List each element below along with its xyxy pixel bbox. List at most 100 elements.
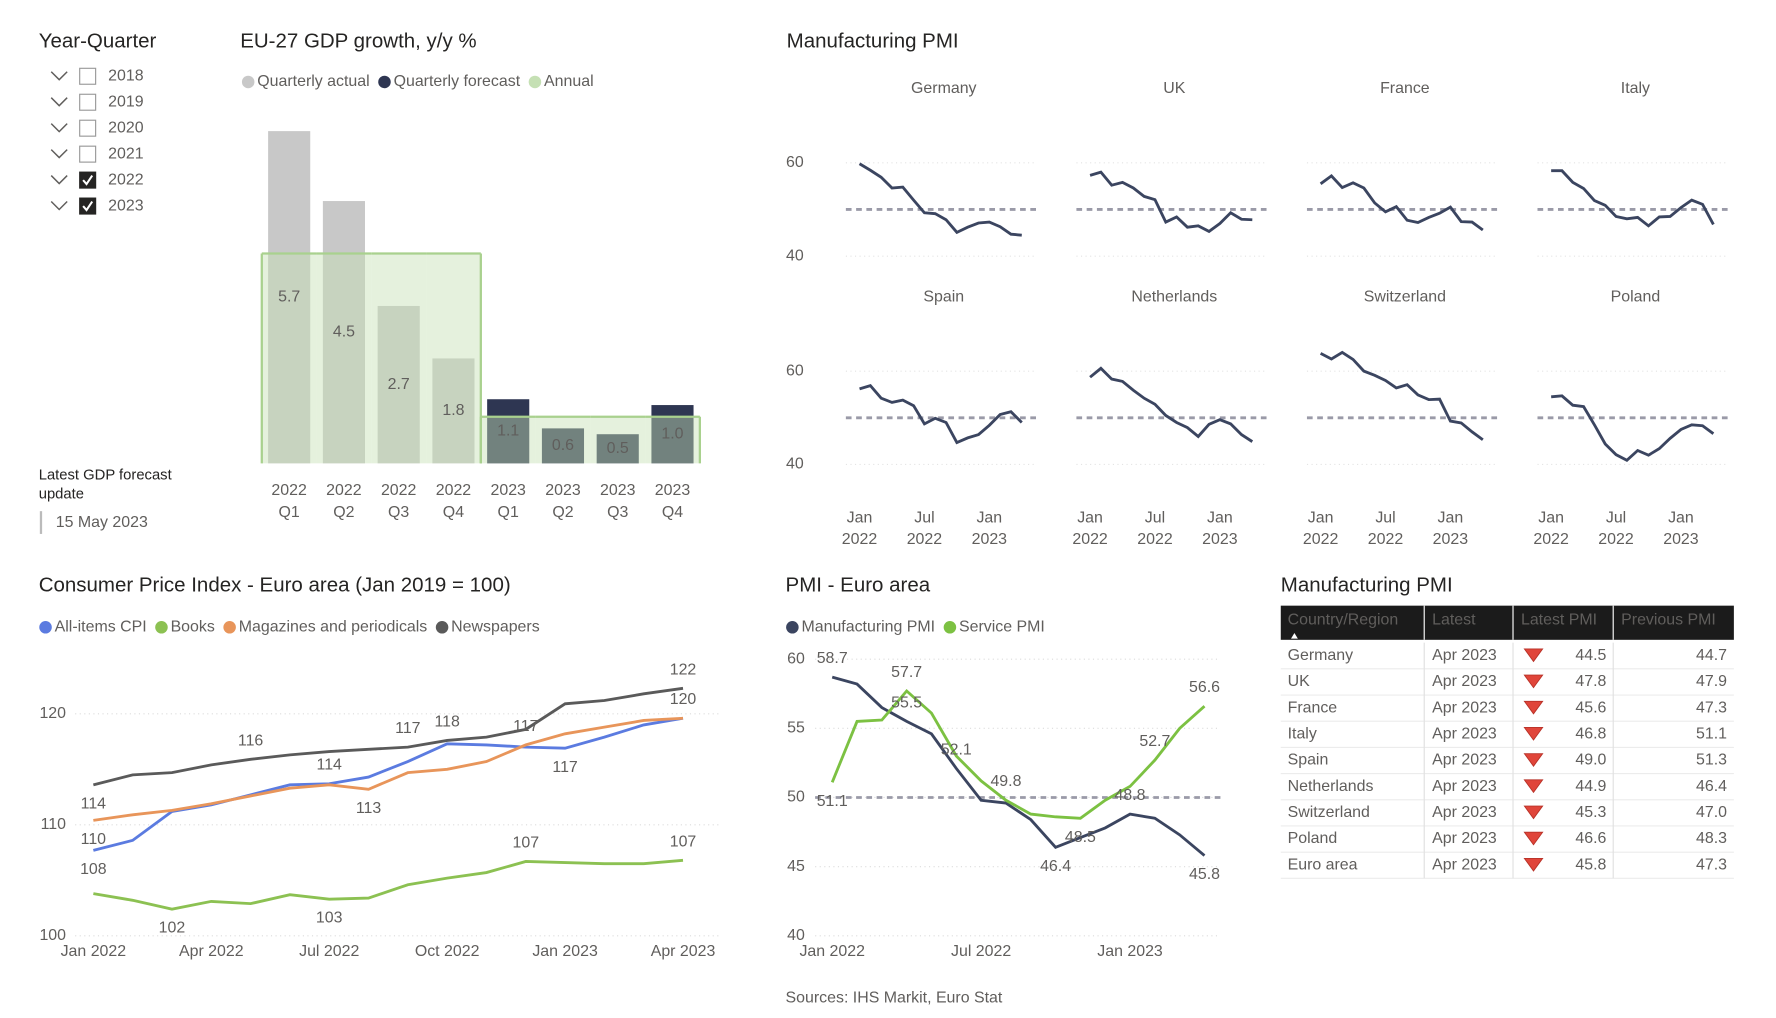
bar — [377, 305, 420, 464]
chart-title: Manufacturing PMI — [787, 30, 959, 53]
data-label: 56.6 — [1189, 679, 1220, 696]
x-tick-label: 2022 Q2 — [326, 480, 362, 521]
cell: Netherlands — [1288, 778, 1374, 795]
legend-swatch — [39, 621, 52, 634]
x-tick-label: 2023 Q4 — [654, 480, 691, 521]
pmi-line — [1319, 350, 1484, 441]
chart-title: EU-27 GDP growth, y/y % — [240, 30, 476, 53]
x-tick-label: 2022 Q3 — [380, 480, 417, 521]
data-label: 118 — [434, 713, 460, 730]
y-tick-label: 60 — [787, 650, 805, 667]
x-tick-label: Jan 2023 — [1202, 507, 1238, 548]
data-label: 5.7 — [278, 288, 300, 305]
data-label: 46.4 — [1040, 858, 1071, 875]
cell: Apr 2023 — [1432, 830, 1497, 847]
down-indicator — [1523, 727, 1544, 741]
x-tick-label: Jan 2022 — [799, 943, 865, 960]
chevron — [50, 71, 68, 81]
slicer-item[interactable]: 2022 — [50, 171, 144, 189]
down-indicator — [1523, 674, 1544, 689]
down-indicator — [1523, 857, 1544, 872]
x-tick-label: Jan 2022 — [1533, 507, 1569, 548]
slicer-label: 2019 — [108, 93, 144, 110]
chevron — [50, 149, 68, 159]
legend-label: Manufacturing PMI — [801, 618, 935, 635]
x-tick-label: Jul 2022 — [1598, 507, 1634, 548]
pmi-line — [1089, 366, 1254, 443]
annual-bar — [480, 416, 536, 464]
slicer-item[interactable]: 2021 — [50, 145, 144, 163]
cell: Germany — [1288, 647, 1354, 664]
cell: 44.7 — [1696, 647, 1727, 664]
x-tick-label: Jan 2023 — [1097, 943, 1163, 960]
down-indicator — [1523, 779, 1544, 794]
slicer-label: 2021 — [108, 145, 144, 162]
slicer-item[interactable]: 2023 — [50, 197, 144, 215]
x-tick-label: 2022 Q4 — [435, 480, 472, 521]
bar — [432, 358, 475, 464]
legend-swatch — [155, 621, 168, 634]
series-line — [93, 716, 684, 852]
cell: Apr 2023 — [1432, 856, 1497, 873]
bar — [322, 201, 365, 464]
data-label: 108 — [80, 861, 107, 878]
data-label: 114 — [317, 757, 343, 774]
pmi-line — [858, 162, 1022, 237]
y-tick-label: 50 — [787, 789, 805, 806]
data-label: 117 — [513, 718, 539, 735]
legend-label: All-items CPI — [55, 618, 147, 635]
cell: Apr 2023 — [1432, 752, 1497, 769]
y-tick-label: 45 — [787, 858, 805, 875]
annual-bar — [645, 416, 700, 464]
legend-swatch — [528, 75, 542, 89]
data-label: 4.5 — [333, 323, 355, 340]
data-label: 52.7 — [1139, 733, 1170, 750]
y-tick-label: 100 — [39, 927, 66, 944]
slicer-item[interactable]: 2019 — [50, 93, 144, 111]
checkmark — [82, 174, 94, 186]
cell: 44.9 — [1575, 778, 1606, 795]
checkbox — [79, 145, 97, 163]
chevron — [50, 123, 68, 133]
data-label: 51.1 — [817, 793, 848, 810]
series-line — [831, 675, 1206, 857]
data-label: 57.7 — [891, 664, 922, 681]
chevron — [50, 200, 68, 211]
slicer-label: 2023 — [108, 197, 144, 214]
annual-bar — [261, 253, 317, 464]
cell: Apr 2023 — [1432, 804, 1497, 821]
data-label: 1.1 — [497, 422, 519, 439]
column-header: Latest PMI — [1521, 612, 1597, 629]
cell: Euro area — [1288, 856, 1358, 873]
slicer-label: 2022 — [108, 171, 144, 188]
x-tick-label: Jul 2022 — [299, 943, 359, 960]
data-label: 48.5 — [1065, 829, 1096, 846]
data-label: 1.8 — [442, 402, 464, 419]
slicer-item[interactable]: 2018 — [50, 67, 144, 85]
annual-bar — [535, 416, 591, 464]
x-tick-label: Jul 2022 — [1137, 507, 1173, 548]
cell: Apr 2023 — [1432, 673, 1497, 690]
legend-swatch — [241, 75, 255, 89]
panel-title: Spain — [923, 288, 964, 305]
cell: 51.1 — [1696, 726, 1727, 743]
chart-title: Consumer Price Index - Euro area (Jan 20… — [39, 574, 511, 597]
column-header: Previous PMI — [1621, 612, 1716, 629]
cell: 47.9 — [1696, 673, 1727, 690]
panel-title: Germany — [911, 80, 977, 97]
slicer-label: 2018 — [108, 67, 144, 84]
legend-label: Books — [171, 618, 215, 635]
panel-title: Poland — [1611, 288, 1661, 305]
series-line — [93, 716, 684, 822]
down-indicator — [1523, 805, 1544, 820]
annual-bar — [371, 253, 427, 464]
slicer-item[interactable]: 2020 — [50, 119, 144, 137]
cell: 46.8 — [1575, 726, 1606, 743]
x-tick-label: Jan 2022 — [61, 943, 127, 960]
pmi-line — [1089, 170, 1253, 234]
cell: 45.3 — [1575, 804, 1606, 821]
chevron — [50, 97, 68, 107]
sources: Sources: IHS Markit, Euro Stat — [786, 990, 1003, 1007]
